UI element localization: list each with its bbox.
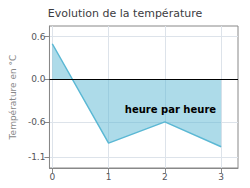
- svg-text:1: 1: [106, 172, 112, 182]
- svg-text:0.6: 0.6: [31, 32, 46, 42]
- svg-text:0.0: 0.0: [31, 74, 46, 84]
- svg-text:-1.1: -1.1: [28, 152, 46, 162]
- svg-text:3: 3: [218, 172, 224, 182]
- svg-text:0: 0: [49, 172, 55, 182]
- svg-text:2: 2: [162, 172, 168, 182]
- svg-text:heure par heure: heure par heure: [125, 104, 216, 115]
- svg-text:Evolution de la température: Evolution de la température: [48, 7, 203, 20]
- svg-text:-0.6: -0.6: [28, 117, 46, 127]
- svg-text:Température en °C: Température en °C: [8, 55, 18, 141]
